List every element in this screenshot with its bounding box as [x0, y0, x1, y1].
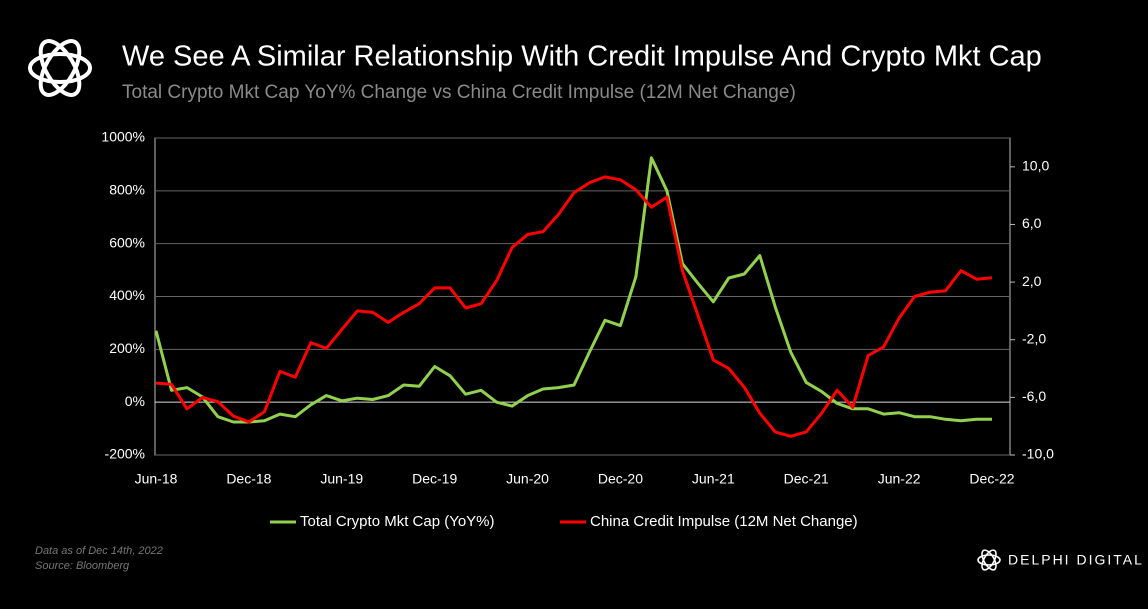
- x-tick-label: Jun-19: [320, 471, 363, 487]
- footnote: Data as of Dec 14th, 2022: [35, 545, 163, 557]
- x-tick-label: Jun-22: [878, 471, 921, 487]
- brand-logo: [977, 549, 1001, 571]
- y2-tick-label: 10,0: [1022, 158, 1049, 174]
- y-tick-label: 1000%: [101, 129, 145, 145]
- y-tick-label: 200%: [109, 340, 145, 356]
- x-tick-label: Jun-21: [692, 471, 735, 487]
- y2-tick-label: -10,0: [1022, 446, 1054, 462]
- chart-subtitle: Total Crypto Mkt Cap YoY% Change vs Chin…: [122, 82, 796, 103]
- y2-tick-label: -6,0: [1022, 388, 1046, 404]
- y2-tick-label: 2,0: [1022, 273, 1042, 289]
- y2-tick-label: 6,0: [1022, 215, 1042, 231]
- y-tick-label: -200%: [105, 446, 145, 462]
- chart-title: We See A Similar Relationship With Credi…: [122, 41, 1042, 73]
- logo: [28, 39, 92, 97]
- series-line: [155, 175, 993, 438]
- x-tick-label: Dec-19: [412, 471, 457, 487]
- x-tick-label: Dec-22: [969, 471, 1014, 487]
- x-tick-label: Dec-18: [226, 471, 271, 487]
- x-tick-label: Dec-21: [784, 471, 829, 487]
- x-tick-label: Dec-20: [598, 471, 643, 487]
- legend-label: Total Crypto Mkt Cap (YoY%): [300, 513, 495, 530]
- y-tick-label: 400%: [109, 287, 145, 303]
- y-tick-label: 600%: [109, 234, 145, 250]
- legend-label: China Credit Impulse (12M Net Change): [590, 513, 858, 530]
- brand: DELPHI DIGITAL: [1008, 552, 1144, 568]
- y-tick-label: 800%: [109, 182, 145, 198]
- x-tick-label: Jun-20: [506, 471, 549, 487]
- y2-tick-label: -2,0: [1022, 330, 1046, 346]
- x-tick-label: Jun-18: [135, 471, 178, 487]
- footnote: Source: Bloomberg: [35, 560, 130, 572]
- y-tick-label: 0%: [125, 393, 145, 409]
